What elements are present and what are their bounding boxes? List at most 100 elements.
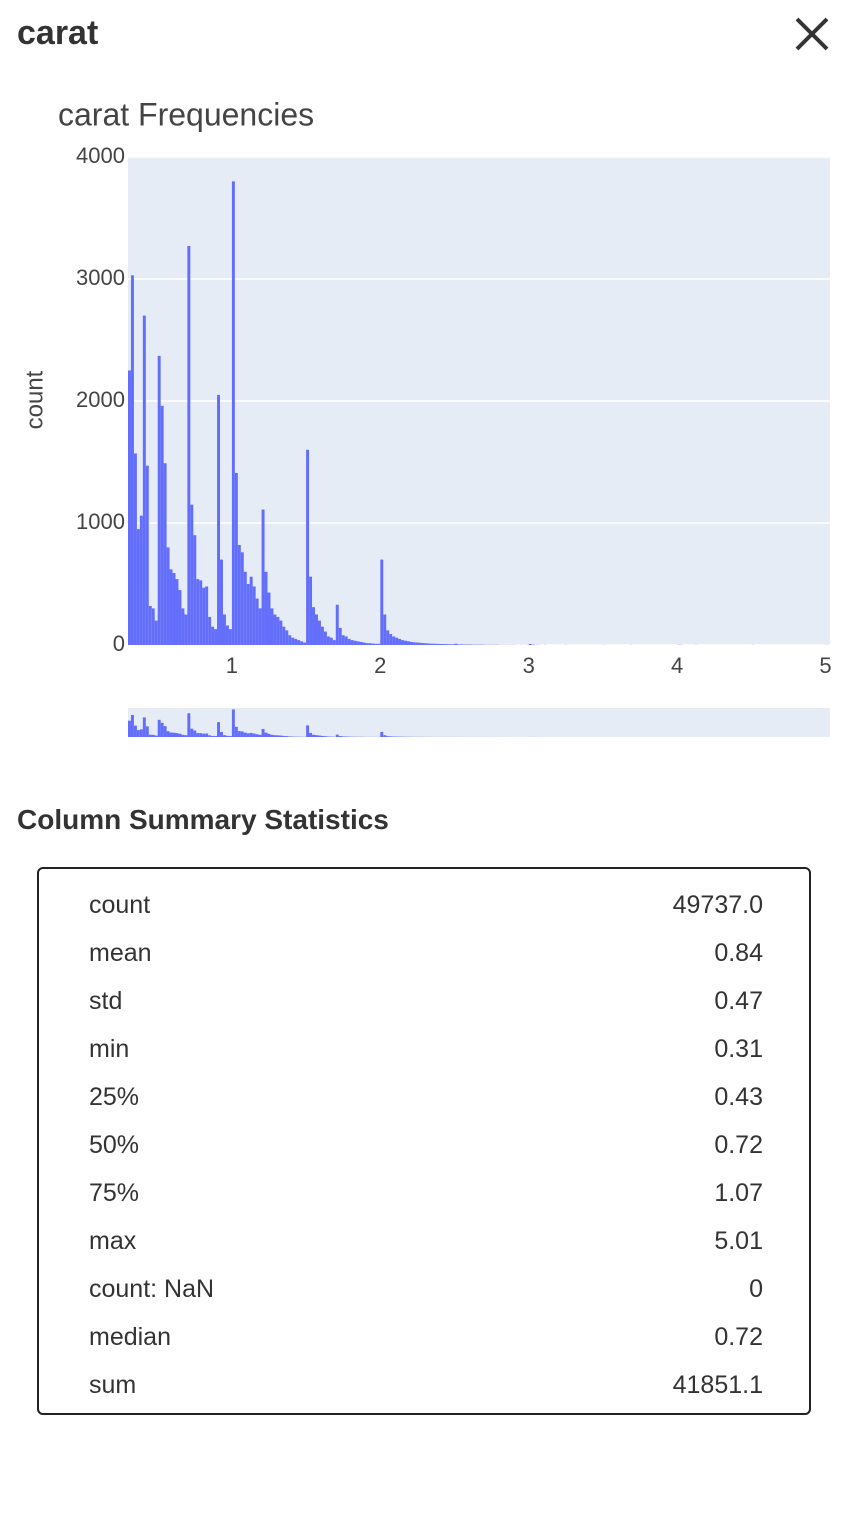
range-slider-bar xyxy=(383,735,387,737)
summary-row: 50% 0.72 xyxy=(89,1123,763,1163)
bar xyxy=(148,605,152,645)
bar xyxy=(401,640,405,645)
stat-name: min xyxy=(89,1035,130,1063)
bar xyxy=(133,453,137,645)
range-slider-bar xyxy=(205,733,209,737)
range-slider-bar xyxy=(139,729,143,737)
bar xyxy=(163,463,167,645)
range-slider-bar xyxy=(344,736,348,737)
summary-row: 25% 0.43 xyxy=(89,1075,763,1115)
bar xyxy=(427,643,431,645)
bar xyxy=(329,637,333,645)
y-tick-label: 0 xyxy=(113,631,125,656)
bar xyxy=(160,405,164,645)
range-slider-bar xyxy=(175,733,179,737)
bar xyxy=(380,559,384,645)
range-slider-bar xyxy=(130,715,134,737)
range-slider-bar xyxy=(326,736,330,737)
bar xyxy=(338,627,342,645)
bar xyxy=(231,181,235,645)
bar xyxy=(383,614,387,645)
bar xyxy=(320,626,324,645)
bar xyxy=(249,576,253,645)
bar xyxy=(418,642,422,645)
bar xyxy=(451,644,455,645)
stat-value: 0.31 xyxy=(714,1035,763,1063)
bar xyxy=(285,630,289,645)
bar xyxy=(359,641,363,645)
range-slider-bar xyxy=(270,734,274,737)
bar xyxy=(139,515,143,645)
bar xyxy=(291,637,295,645)
bar xyxy=(398,638,402,645)
range-slider-bar xyxy=(320,735,324,737)
range-slider-bar xyxy=(276,735,280,737)
bar xyxy=(386,630,390,645)
bar xyxy=(344,636,348,645)
bar xyxy=(243,571,247,645)
bar xyxy=(297,640,301,645)
summary-row: count: NaN 0 xyxy=(89,1267,763,1307)
bar xyxy=(371,643,375,645)
bar xyxy=(151,608,155,645)
bar xyxy=(303,642,307,645)
range-slider-bar xyxy=(249,732,253,737)
bar xyxy=(136,529,140,645)
range-slider-bar xyxy=(317,735,321,737)
bar xyxy=(169,569,173,645)
bar xyxy=(154,620,158,645)
bar xyxy=(460,644,464,645)
range-slider-bar xyxy=(231,709,235,737)
range-slider-bar xyxy=(237,731,241,737)
stat-value: 1.07 xyxy=(714,1179,763,1207)
summary-table: count 49737.0 mean 0.84 std 0.47 min 0.31 25% 0.4… xyxy=(37,867,811,1415)
range-slider-bar xyxy=(211,735,215,737)
summary-row: sum 41851.1 xyxy=(89,1363,763,1403)
bar xyxy=(217,394,221,645)
stat-value: 0 xyxy=(749,1275,763,1303)
bar xyxy=(222,614,226,645)
summary-row: max 5.01 xyxy=(89,1219,763,1259)
summary-row: count 49737.0 xyxy=(89,883,763,923)
bar xyxy=(306,449,310,645)
bar xyxy=(528,644,532,645)
bar xyxy=(448,644,452,645)
bar xyxy=(246,584,250,645)
range-slider-bar xyxy=(225,735,229,737)
range-slider-bar xyxy=(246,733,250,737)
chart: carat Frequencies count 0 1000 2000 3000 400… xyxy=(21,96,832,737)
bar xyxy=(415,642,419,645)
stat-name: 75% xyxy=(89,1179,140,1207)
bar xyxy=(404,640,408,645)
summary-row: mean 0.84 xyxy=(89,931,763,971)
bar xyxy=(433,643,437,645)
range-slider-bar xyxy=(338,735,342,737)
bar xyxy=(145,465,149,645)
close-button[interactable] xyxy=(794,16,830,52)
range-slider-bar xyxy=(261,728,265,737)
bar xyxy=(190,504,194,645)
range-slider-bar xyxy=(208,735,212,737)
bar xyxy=(178,590,182,645)
range-slider-bar xyxy=(386,736,390,737)
stat-value: 49737.0 xyxy=(672,891,763,919)
bar xyxy=(175,579,179,645)
bar xyxy=(457,644,461,645)
bar xyxy=(341,635,345,645)
range-slider-bar xyxy=(190,728,194,737)
x-tick-label: 3 xyxy=(523,653,535,678)
range-slider-bar xyxy=(335,734,339,737)
bar xyxy=(365,643,369,645)
stat-value: 0.84 xyxy=(714,939,763,967)
bar xyxy=(211,626,215,645)
range-slider-bar xyxy=(234,726,238,737)
bar xyxy=(335,604,339,645)
bar xyxy=(130,275,134,645)
bar xyxy=(237,544,241,645)
bar xyxy=(362,642,366,645)
range-slider-bar xyxy=(258,734,262,737)
bar xyxy=(368,643,372,645)
bar xyxy=(347,638,351,645)
range-slider-bar xyxy=(217,722,221,737)
